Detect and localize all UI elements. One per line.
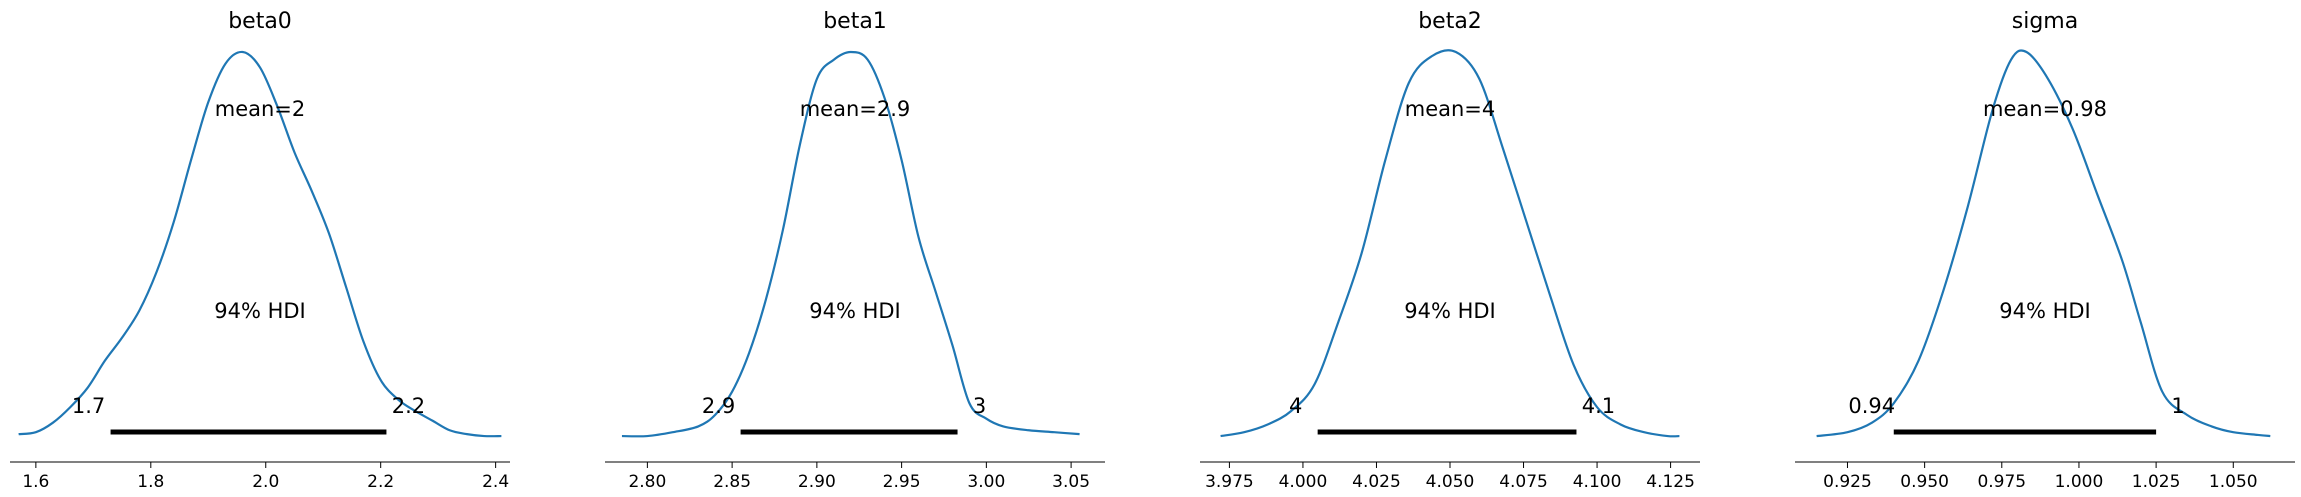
x-tick-label: 1.000 (2055, 472, 2104, 492)
hdi-upper-label: 3 (973, 394, 986, 418)
x-tick-label: 2.85 (713, 472, 751, 492)
hdi-label: 94% HDI (214, 299, 306, 323)
density-curve (1816, 49, 2271, 438)
x-tick-label: 4.000 (1279, 472, 1328, 492)
panel-beta0: beta0 mean=2 94% HDI 1.7 2.2 1.6 1.8 2.0 2.2 2.4 (10, 9, 510, 492)
density-curve (621, 50, 1080, 438)
panel-beta2: beta2 mean=4 94% HDI 4 4.1 3.975 4.000 4.025 4.0… (1200, 9, 1700, 492)
x-tick-label: 3.00 (967, 472, 1005, 492)
x-tick-label: 1.025 (2132, 472, 2181, 492)
x-tick-label: 4.125 (1646, 472, 1695, 492)
x-tick-label: 2.2 (367, 472, 394, 492)
density-curve (1220, 49, 1680, 438)
panel-title: beta1 (823, 9, 887, 34)
x-tick-label: 0.925 (1823, 472, 1872, 492)
x-tick-label: 2.0 (252, 472, 279, 492)
panel-title: beta2 (1418, 9, 1482, 34)
x-tick-label: 4.025 (1352, 472, 1401, 492)
x-tick-label: 4.100 (1573, 472, 1622, 492)
hdi-upper-label: 1 (2171, 394, 2184, 418)
x-tick-label: 2.4 (482, 472, 509, 492)
mean-label: mean=4 (1405, 97, 1496, 121)
x-tick-label: 3.975 (1205, 472, 1254, 492)
hdi-label: 94% HDI (1404, 299, 1496, 323)
x-tick-label: 3.05 (1052, 472, 1090, 492)
x-tick-label: 4.050 (1426, 472, 1475, 492)
mean-label: mean=2.9 (800, 97, 911, 121)
x-tick-label: 1.6 (22, 472, 49, 492)
hdi-lower-label: 4 (1289, 394, 1302, 418)
x-tick-label: 2.95 (883, 472, 921, 492)
x-tick-label: 2.90 (798, 472, 836, 492)
panel-title: beta0 (228, 9, 292, 34)
mean-label: mean=2 (215, 97, 306, 121)
hdi-lower-label: 2.9 (702, 394, 735, 418)
hdi-lower-label: 0.94 (1848, 394, 1895, 418)
x-tick-label: 1.8 (137, 472, 164, 492)
hdi-label: 94% HDI (809, 299, 901, 323)
panel-beta1: beta1 mean=2.9 94% HDI 2.9 3 2.80 2.85 2.90 2.95… (605, 9, 1105, 492)
x-tick-label: 4.075 (1499, 472, 1548, 492)
hdi-lower-label: 1.7 (72, 394, 105, 418)
x-tick-label: 0.950 (1900, 472, 1949, 492)
x-tick-label: 2.80 (628, 472, 666, 492)
hdi-upper-label: 4.1 (1582, 394, 1615, 418)
panel-title: sigma (2012, 9, 2078, 34)
x-tick-label: 1.050 (2209, 472, 2258, 492)
panel-sigma: sigma mean=0.98 94% HDI 0.94 1 0.925 0.950 0.97… (1795, 9, 2295, 492)
mean-label: mean=0.98 (1983, 97, 2107, 121)
hdi-label: 94% HDI (1999, 299, 2091, 323)
density-curve (18, 50, 502, 438)
hdi-upper-label: 2.2 (392, 394, 425, 418)
x-tick-label: 0.975 (1977, 472, 2026, 492)
